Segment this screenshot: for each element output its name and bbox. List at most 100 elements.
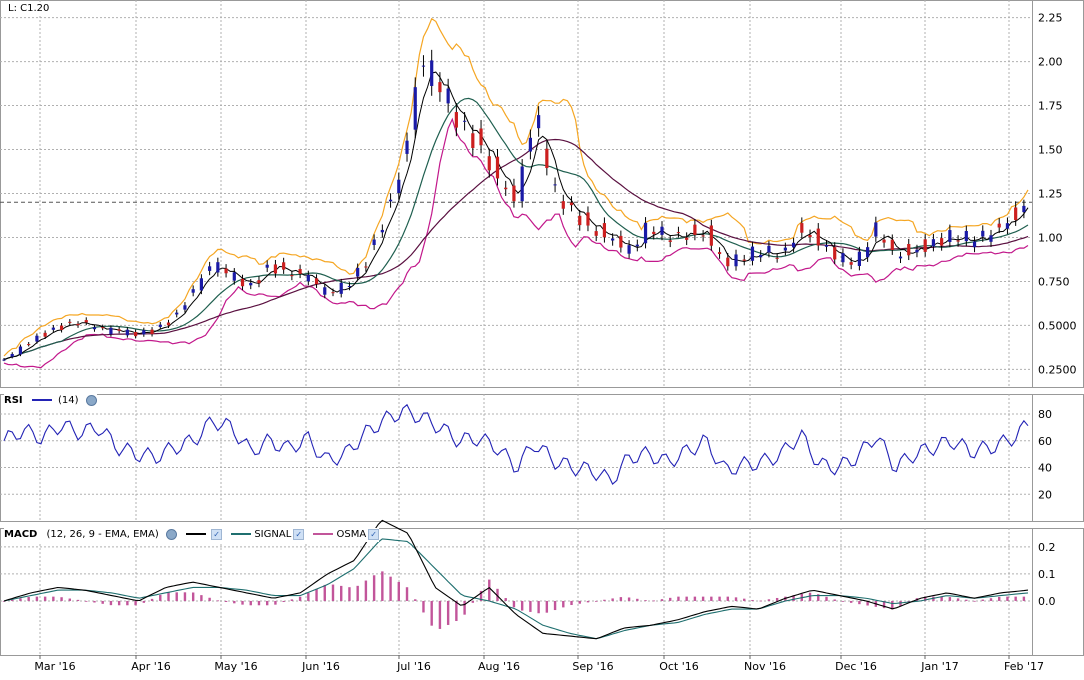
price-tick-label: 0.750 [1038, 275, 1070, 288]
rsi-header: RSI (14) [4, 394, 97, 408]
osma-bar [504, 598, 507, 601]
macd-settings-icon[interactable] [165, 528, 177, 540]
osma-bar [224, 600, 228, 602]
osma-bar [759, 600, 762, 602]
osma-bar [331, 584, 335, 601]
osma-bar [1006, 596, 1009, 601]
macd-toggle-icon[interactable]: ✓ [211, 528, 223, 540]
macd-swatch-icon [186, 533, 207, 535]
osma-bar [290, 599, 294, 601]
candle-body [76, 323, 80, 326]
candle-body [569, 202, 574, 206]
ma-fast-line [3, 71, 1029, 361]
candle-body [183, 305, 187, 310]
osma-bar [430, 600, 433, 626]
osma-bar [792, 595, 795, 601]
osma-bar [356, 585, 359, 601]
candle-body [685, 237, 689, 240]
x-tick-label: Jun '16 [301, 660, 340, 673]
osma-bar [381, 571, 384, 601]
candle-body [833, 247, 837, 260]
osma-bar [973, 600, 976, 602]
candle-body [199, 278, 203, 291]
candle-body [18, 346, 23, 355]
osma-bar [471, 600, 475, 603]
osma-swatch-icon [313, 533, 334, 535]
candle-body [808, 234, 812, 238]
osma-bar [693, 596, 697, 601]
osma-bar [463, 600, 466, 615]
osma-bar [718, 596, 721, 601]
osma-bar [307, 592, 310, 601]
osma-bar [808, 592, 812, 601]
macd-tick-label: 0.0 [1038, 595, 1056, 608]
osma-bar [611, 598, 614, 601]
osma-bar [52, 596, 55, 601]
osma-bar [414, 599, 417, 601]
candle-body [290, 275, 294, 277]
rsi-settings-icon[interactable] [85, 394, 97, 406]
candle-body [191, 289, 195, 293]
osma-bar [529, 600, 532, 612]
candle-body [907, 244, 911, 256]
osma-bar [282, 600, 285, 603]
osma-toggle-icon[interactable]: ✓ [368, 528, 380, 540]
osma-bar [323, 584, 326, 601]
candle-body [512, 185, 516, 202]
osma-bar [940, 596, 943, 601]
candle-body [273, 264, 278, 274]
candle-body [59, 325, 64, 331]
candle-body [265, 264, 269, 268]
osma-bar [833, 599, 836, 601]
signal-toggle-icon[interactable]: ✓ [293, 528, 305, 540]
candle-body [824, 245, 829, 247]
candle-body [972, 241, 977, 248]
osma-bar [998, 596, 1001, 601]
osma-bar [183, 592, 187, 601]
x-tick-label: Jul '16 [396, 660, 431, 673]
osma-bar [142, 600, 146, 603]
osma-bar [948, 597, 952, 601]
osma-bar [775, 597, 779, 601]
x-tick-label: Apr '16 [131, 660, 171, 673]
osma-bar [578, 600, 581, 604]
candle-body [668, 240, 672, 242]
candle-body [742, 259, 746, 261]
osma-bar [882, 600, 886, 609]
osma-bar [200, 595, 203, 601]
osma-bar [233, 600, 236, 604]
osma-bar [60, 597, 63, 601]
osma-bar [364, 580, 368, 601]
pane-border [0, 528, 1084, 656]
osma-bar [455, 600, 458, 622]
candle-body [2, 359, 6, 361]
candle-body [866, 247, 870, 258]
candle-body [413, 87, 417, 130]
pane-border [0, 394, 1084, 522]
candle-body [750, 246, 755, 261]
candle-body [726, 257, 730, 267]
candle-body [479, 128, 483, 146]
candle-body [931, 239, 936, 247]
candle-body [158, 324, 162, 327]
osma-label: OSMA [336, 529, 367, 540]
osma-bar [496, 588, 499, 601]
osma-bar [35, 596, 39, 601]
candle-body [1022, 205, 1026, 213]
candle-body [635, 244, 639, 247]
osma-bar [241, 600, 244, 605]
candle-body [487, 156, 491, 171]
candle-body [43, 332, 47, 337]
ma-slow-line [3, 138, 1029, 361]
osma-bar [537, 600, 540, 614]
osma-bar [446, 600, 450, 625]
osma-bar [652, 600, 655, 602]
candle-body [150, 329, 154, 335]
osma-bar [981, 599, 984, 601]
candle-body [898, 256, 903, 259]
candle-body [397, 179, 401, 194]
candle-body [257, 280, 261, 284]
osma-bar [751, 599, 754, 601]
osma-bar [257, 600, 261, 606]
